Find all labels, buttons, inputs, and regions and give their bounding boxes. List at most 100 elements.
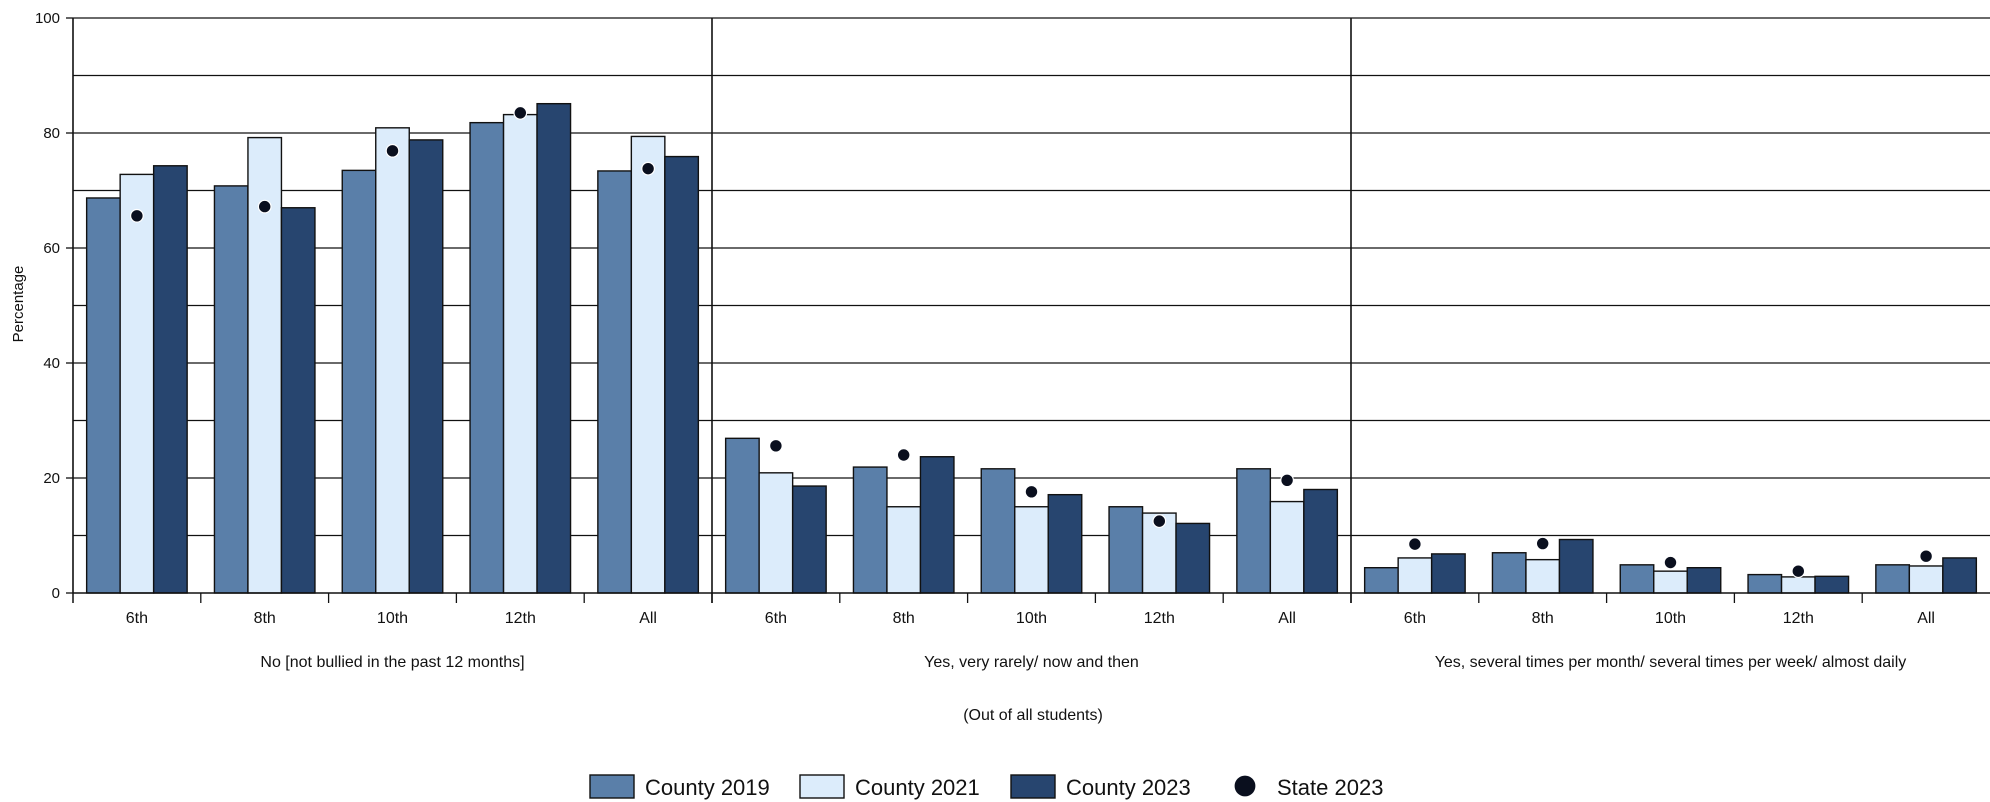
- category-label-g2-all: All: [1278, 610, 1296, 627]
- y-tick-labels: 0 20 40 60 80 100: [35, 10, 73, 602]
- category-label-g1-6th: 6th: [126, 610, 148, 627]
- category-labels: 6th 8th 10th 12th All 6th 8th 10th 12th All 6th 8th…: [126, 610, 1935, 627]
- legend-label-county-2023: County 2023: [1066, 775, 1191, 800]
- bar-county-2019-g3-8th: [1491, 552, 1527, 594]
- legend-label-state-2023: State 2023: [1277, 775, 1383, 800]
- bar-county-2021-g2-6th: [758, 472, 794, 594]
- category-label-g3-8th: 8th: [1532, 610, 1554, 627]
- bar-county-2023-g3-8th: [1558, 538, 1594, 594]
- dot-state-2023-g2-6th: [769, 438, 783, 453]
- category-label-g3-6th: 6th: [1404, 610, 1426, 627]
- bar-county-2023-g1-10th: [408, 139, 444, 594]
- bar-county-2019-g1-all: [597, 170, 633, 594]
- dot-state-2023-g2-10th: [1024, 484, 1039, 499]
- dot-state-2023-g2-12th: [1152, 514, 1167, 529]
- legend-swatch-county-2019: [589, 774, 635, 799]
- bar-county-2023-g3-all: [1942, 557, 1978, 594]
- bar-county-2023-g1-6th: [152, 165, 188, 594]
- dot-state-2023-g2-8th: [896, 448, 911, 462]
- axes: [72, 18, 1990, 603]
- bar-county-2019-g2-all: [1236, 468, 1272, 594]
- bar-county-2021-g3-all: [1908, 565, 1944, 594]
- bar-county-2019-g3-12th: [1747, 573, 1783, 594]
- x-axis-note: (Out of all students): [963, 707, 1103, 724]
- dot-state-2023-g3-10th: [1663, 555, 1678, 570]
- group-label-2: Yes, very rarely/ now and then: [924, 654, 1139, 671]
- group-label-3: Yes, several times per month/ several ti…: [1435, 654, 1907, 671]
- bar-county-2023-g2-8th: [919, 456, 955, 594]
- bar-county-2019-g3-6th: [1363, 567, 1399, 594]
- bar-county-2019-g1-8th: [213, 185, 249, 594]
- bar-county-2021-g3-12th: [1780, 576, 1816, 594]
- y-tick-label-0: 0: [52, 585, 60, 602]
- dot-state-2023-g2-all: [1280, 473, 1294, 488]
- bar-county-2023-g3-6th: [1430, 553, 1466, 594]
- y-tick-label-80: 80: [43, 125, 60, 142]
- dot-state-2023-g1-12th: [513, 105, 528, 120]
- legend-label-county-2021: County 2021: [855, 775, 980, 800]
- dot-state-2023-g1-8th: [257, 199, 272, 214]
- legend-label-county-2019: County 2019: [645, 775, 770, 800]
- category-label-g1-all: All: [639, 610, 657, 627]
- y-tick-label-40: 40: [43, 355, 60, 372]
- category-label-g1-8th: 8th: [254, 610, 276, 627]
- bar-county-2023-g2-all: [1303, 488, 1339, 594]
- dot-state-2023-g1-all: [641, 161, 655, 176]
- bar-county-2023-g3-10th: [1686, 567, 1722, 594]
- bar-county-2021-g1-12th: [502, 113, 538, 594]
- legend-swatch-state-2023: [1233, 774, 1257, 798]
- bar-county-2019-g2-12th: [1108, 506, 1144, 594]
- category-label-g2-8th: 8th: [893, 610, 915, 627]
- category-label-g2-10th: 10th: [1016, 610, 1047, 627]
- dot-state-2023-g3-6th: [1407, 537, 1422, 552]
- bar-county-2021-g2-8th: [886, 506, 922, 594]
- bar-county-2023-g1-all: [664, 155, 700, 594]
- bar-county-2019-g2-10th: [980, 468, 1016, 594]
- bar-county-2019-g2-6th: [724, 437, 760, 594]
- bar-county-2023-g3-12th: [1814, 575, 1850, 594]
- category-label-g3-all: All: [1917, 610, 1935, 627]
- category-label-g1-12th: 12th: [505, 610, 536, 627]
- category-label-g2-6th: 6th: [765, 610, 787, 627]
- dot-state-2023-g1-6th: [129, 208, 144, 223]
- category-label-g3-12th: 12th: [1783, 610, 1814, 627]
- dot-state-2023-g3-8th: [1535, 536, 1550, 551]
- category-label-g3-10th: 10th: [1655, 610, 1686, 627]
- bar-county-2021-g3-6th: [1397, 557, 1433, 594]
- y-tick-label-100: 100: [35, 10, 60, 27]
- bar-county-2019-g1-6th: [85, 197, 121, 594]
- state-dots: [129, 105, 1933, 579]
- category-label-g1-10th: 10th: [377, 610, 408, 627]
- bar-county-2021-g1-6th: [119, 173, 155, 594]
- dot-state-2023-g1-10th: [385, 143, 400, 158]
- legend-swatch-county-2023: [1010, 774, 1056, 799]
- bar-county-2021-g2-10th: [1014, 506, 1049, 594]
- bar-county-2019-g1-10th: [341, 169, 377, 594]
- legend-swatch-county-2021: [799, 774, 845, 799]
- dot-state-2023-g3-12th: [1791, 564, 1806, 579]
- dot-state-2023-g3-all: [1919, 549, 1933, 564]
- y-tick-label-20: 20: [43, 470, 60, 487]
- bar-county-2021-g1-all: [630, 135, 666, 594]
- bar-county-2023-g2-10th: [1047, 493, 1083, 594]
- bar-county-2023-g1-8th: [280, 207, 316, 594]
- y-tick-label-60: 60: [43, 240, 60, 257]
- bar-county-2019-g3-all: [1875, 564, 1911, 594]
- bar-county-2021-g2-all: [1269, 500, 1305, 594]
- bar-county-2023-g2-12th: [1175, 522, 1211, 594]
- bar-county-2023-g1-12th: [536, 102, 572, 594]
- legend: County 2019 County 2021 County 2023 State 2…: [589, 774, 1383, 800]
- bar-county-2019-g2-8th: [852, 466, 888, 594]
- bar-county-2021-g1-10th: [375, 127, 410, 594]
- group-labels: No [not bullied in the past 12 months] Ye…: [260, 654, 1906, 671]
- bar-county-2021-g3-8th: [1525, 558, 1561, 594]
- bar-county-2021-g3-10th: [1653, 570, 1688, 594]
- bar-county-2019-g3-10th: [1619, 564, 1655, 594]
- bar-county-2023-g2-6th: [791, 485, 827, 594]
- group-label-1: No [not bullied in the past 12 months]: [260, 654, 524, 671]
- bar-county-2019-g1-12th: [469, 121, 505, 594]
- category-label-g2-12th: 12th: [1144, 610, 1175, 627]
- y-axis-label: Percentage: [10, 266, 27, 343]
- bars: [85, 102, 1978, 594]
